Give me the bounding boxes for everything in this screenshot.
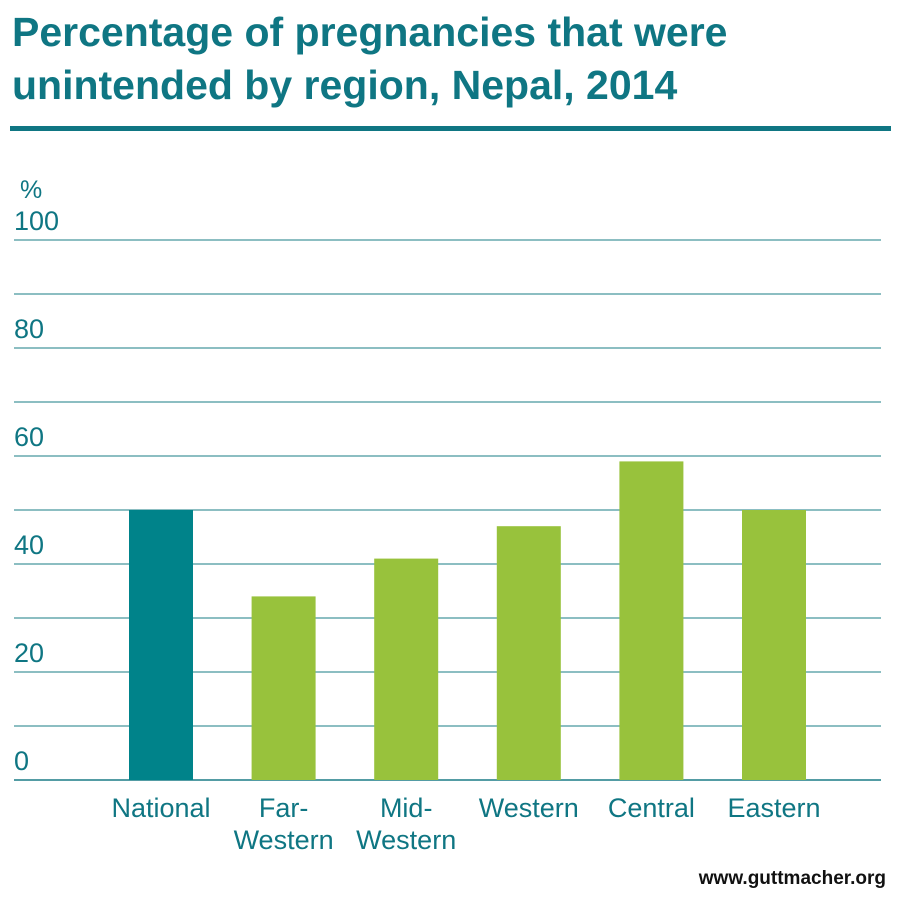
bar xyxy=(129,510,193,780)
y-tick-label: 40 xyxy=(14,530,44,560)
x-tick-label: National xyxy=(111,793,210,823)
x-tick-label: Western xyxy=(479,793,579,823)
title-divider xyxy=(10,126,891,131)
y-tick-label: 0 xyxy=(14,746,29,776)
y-tick-label: 80 xyxy=(14,314,44,344)
y-tick-label: 100 xyxy=(14,206,59,236)
y-axis-label: % xyxy=(20,176,42,204)
bar xyxy=(742,510,806,780)
x-tick-label: Far-Western xyxy=(234,793,334,855)
source-url: www.guttmacher.org xyxy=(698,868,886,889)
x-tick-label: Eastern xyxy=(727,793,820,823)
y-tick-label: 20 xyxy=(14,638,44,668)
x-tick-label: Central xyxy=(608,793,695,823)
bar xyxy=(374,558,439,780)
x-tick-label: Mid-Western xyxy=(356,793,456,855)
chart-title: Percentage of pregnancies that were unin… xyxy=(12,9,728,108)
bar xyxy=(619,461,684,780)
bar xyxy=(251,596,316,780)
y-tick-label: 60 xyxy=(14,422,44,452)
bar xyxy=(496,526,561,780)
